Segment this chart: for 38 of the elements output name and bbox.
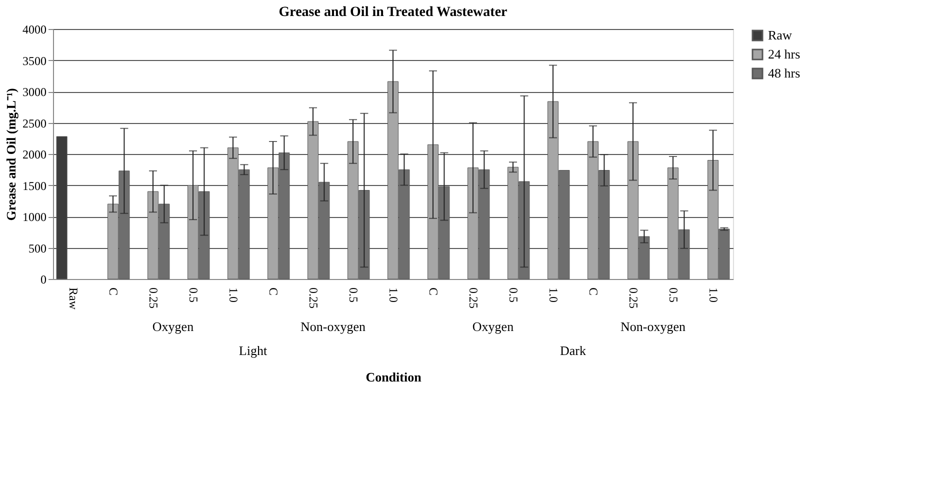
y-tick-label: 500: [28, 241, 46, 256]
x-tick-label: 0.5: [506, 288, 520, 302]
x-tick-label: C: [426, 288, 440, 296]
x-tick-label: 0.25: [146, 288, 160, 308]
x-tick-label: 0.25: [626, 288, 640, 308]
y-tick-label: 1500: [22, 178, 46, 193]
text: Non-oxygen: [620, 319, 686, 334]
x-tick-label: C: [266, 288, 280, 296]
x-tick-label: 0.5: [186, 288, 200, 302]
y-tick-label: 0: [40, 272, 46, 286]
x-tick-label: 1.0: [386, 288, 400, 302]
y-tick-label: 1000: [22, 210, 46, 224]
text: Oxygen: [152, 319, 194, 334]
y-tick-label: 2500: [22, 116, 46, 130]
y-tick-label: 3000: [22, 85, 46, 99]
x-tick-label: C: [586, 288, 600, 296]
legend-label: Raw: [768, 28, 792, 42]
x-tick-label: 0.25: [306, 288, 320, 308]
x-tick-label: 1.0: [706, 288, 720, 302]
y-tick-label: 4000: [22, 22, 46, 36]
text: Non-oxygen: [300, 319, 366, 334]
legend-label: 24 hrs: [768, 46, 800, 62]
text: Light: [238, 343, 268, 358]
text: Oxygen: [472, 319, 514, 334]
y-tick-label: 2000: [22, 148, 46, 162]
text: Dark: [560, 343, 586, 358]
x-tick-label: 0.25: [466, 288, 480, 308]
x-tick-label: 0.5: [666, 288, 680, 302]
x-tick-label: Raw: [66, 288, 80, 310]
x-tick-label: 1.0: [226, 288, 240, 302]
y-tick-label: 3500: [22, 54, 46, 68]
legend-label: 48 hrs: [768, 66, 800, 80]
x-axis-title: Condition: [366, 369, 422, 384]
x-tick-label: 1.0: [546, 288, 560, 302]
chart-title: Grease and Oil in Treated Wastewater: [278, 5, 508, 20]
y-axis-title: Grease and Oil (mg.L⁻¹): [4, 88, 18, 221]
x-tick-label: C: [106, 288, 120, 296]
x-tick-label: 0.5: [346, 288, 360, 302]
